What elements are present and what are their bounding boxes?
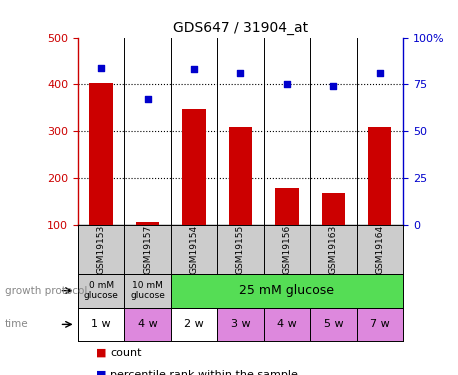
Text: 2 w: 2 w bbox=[184, 320, 204, 329]
Bar bbox=[124, 308, 171, 341]
Text: growth protocol: growth protocol bbox=[5, 286, 87, 296]
Text: GSM19163: GSM19163 bbox=[329, 225, 338, 274]
Text: GSM19154: GSM19154 bbox=[190, 225, 198, 274]
Text: GSM19157: GSM19157 bbox=[143, 225, 152, 274]
Bar bbox=[78, 274, 124, 308]
Point bbox=[330, 83, 337, 89]
Text: 7 w: 7 w bbox=[370, 320, 390, 329]
Bar bbox=[357, 308, 403, 341]
Text: time: time bbox=[5, 320, 28, 329]
Bar bbox=[171, 308, 217, 341]
Text: 10 mM
glucose: 10 mM glucose bbox=[130, 281, 165, 300]
Bar bbox=[264, 308, 310, 341]
Text: ■: ■ bbox=[96, 348, 107, 357]
Text: 0 mM
glucose: 0 mM glucose bbox=[84, 281, 119, 300]
Point bbox=[144, 96, 151, 102]
Text: GSM19164: GSM19164 bbox=[375, 225, 384, 274]
Text: 4 w: 4 w bbox=[138, 320, 158, 329]
Bar bbox=[78, 308, 124, 341]
Bar bbox=[136, 222, 159, 225]
Bar bbox=[89, 84, 113, 225]
Text: GSM19156: GSM19156 bbox=[283, 225, 291, 274]
Text: 4 w: 4 w bbox=[277, 320, 297, 329]
Bar bbox=[368, 127, 392, 225]
Text: 3 w: 3 w bbox=[231, 320, 250, 329]
Bar bbox=[217, 308, 264, 341]
Bar bbox=[229, 127, 252, 225]
Bar bbox=[124, 274, 171, 308]
Bar bbox=[182, 109, 206, 225]
Point bbox=[376, 70, 383, 76]
Text: count: count bbox=[110, 348, 142, 357]
Bar bbox=[310, 308, 357, 341]
Text: 1 w: 1 w bbox=[91, 320, 111, 329]
Text: percentile rank within the sample: percentile rank within the sample bbox=[110, 370, 298, 375]
Text: 5 w: 5 w bbox=[323, 320, 343, 329]
Bar bbox=[171, 274, 403, 308]
Point bbox=[237, 70, 244, 76]
Bar bbox=[275, 188, 299, 225]
Text: GSM19155: GSM19155 bbox=[236, 225, 245, 274]
Point bbox=[191, 66, 198, 72]
Bar bbox=[322, 193, 345, 225]
Title: GDS647 / 31904_at: GDS647 / 31904_at bbox=[173, 21, 308, 35]
Text: GSM19153: GSM19153 bbox=[97, 225, 106, 274]
Text: 25 mM glucose: 25 mM glucose bbox=[240, 284, 334, 297]
Point bbox=[283, 81, 290, 87]
Point bbox=[98, 64, 105, 70]
Text: ■: ■ bbox=[96, 370, 107, 375]
